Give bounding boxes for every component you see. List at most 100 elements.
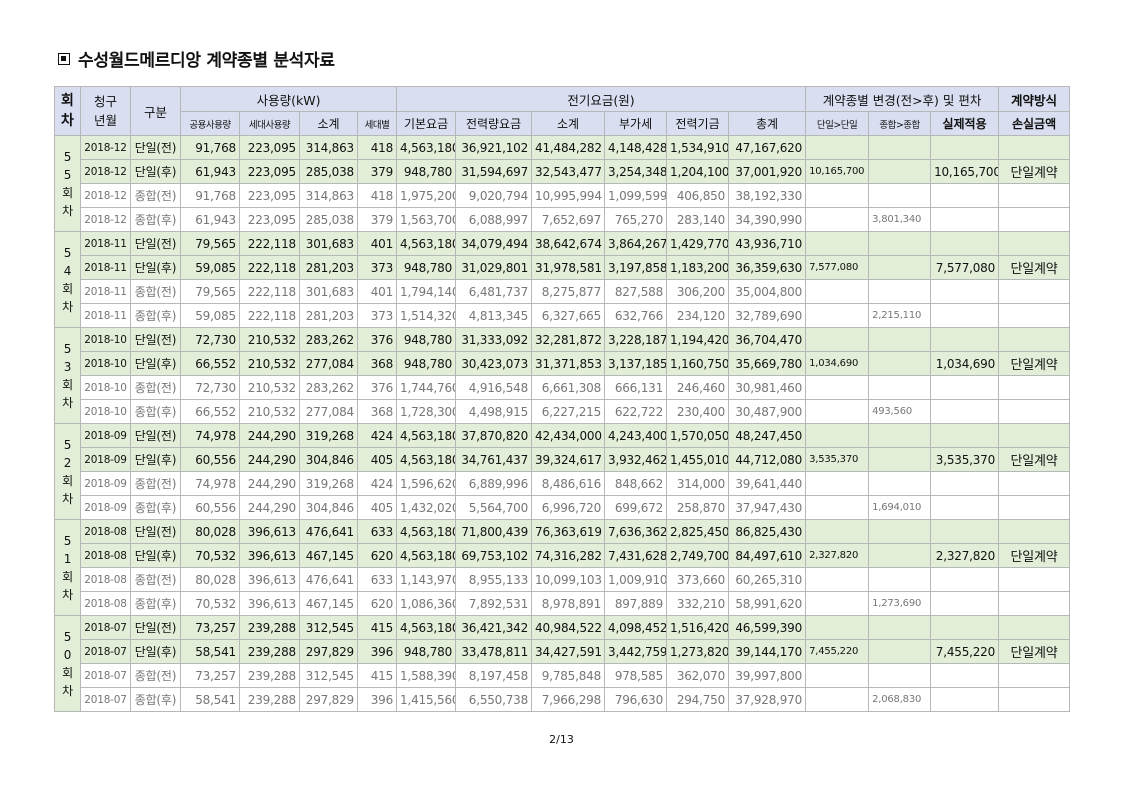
usage-subtotal: 281,203 (299, 303, 358, 328)
common-usage: 80,028 (180, 567, 240, 592)
page-number: 2/13 (549, 733, 574, 746)
contract-method (998, 567, 1071, 592)
billing-month: 2018-10 (80, 399, 131, 424)
basic-fee: 1,563,700 (396, 207, 457, 232)
contract-method: 단일계약 (998, 639, 1071, 664)
header-method: 계약방식 (998, 86, 1071, 112)
table-row: 2018-08 종합(전) 80,028 396,613 476,641 633… (55, 567, 1071, 592)
vat: 7,636,362 (604, 519, 668, 544)
per-household: 376 (356, 375, 398, 400)
single-single (805, 135, 870, 160)
energy-fee: 6,481,737 (455, 279, 533, 304)
single-single (805, 495, 870, 520)
energy-fee: 71,800,439 (455, 519, 533, 544)
category-cell: 종합(전) (130, 279, 181, 304)
vat: 3,197,858 (604, 255, 668, 280)
table-row: 5 3 회 차 2018-10 단일(전) 72,730 210,532 283… (54, 327, 1071, 424)
vat: 699,672 (604, 495, 668, 520)
billing-month: 2018-11 (80, 231, 131, 256)
round-cell: 5 2 회 차 (54, 423, 81, 520)
household-usage: 396,613 (239, 591, 300, 616)
power-fund: 294,750 (666, 687, 730, 712)
household-usage: 239,288 (239, 687, 300, 712)
total: 37,928,970 (728, 687, 807, 712)
fee-subtotal: 8,275,877 (531, 279, 606, 304)
combined-combined (868, 663, 932, 688)
per-household: 373 (356, 303, 398, 328)
header-common-usage: 공용사용량 (180, 111, 240, 136)
header-power-fund: 전력기금 (666, 111, 730, 136)
contract-method (998, 303, 1071, 328)
table-row: 2018-09 종합(전) 74,978 244,290 319,268 424… (55, 471, 1071, 496)
header-loss-amount: 손실금액 (998, 111, 1071, 136)
total: 32,789,690 (728, 303, 807, 328)
total: 84,497,610 (728, 543, 807, 568)
usage-subtotal: 281,203 (299, 255, 358, 280)
usage-subtotal: 319,268 (299, 423, 358, 448)
household-usage: 223,095 (239, 183, 300, 208)
category-cell: 종합(후) (130, 399, 181, 424)
billing-month: 2018-11 (80, 303, 131, 328)
single-single (805, 399, 870, 424)
billing-month: 2018-10 (80, 327, 131, 352)
energy-fee: 9,020,794 (455, 183, 533, 208)
per-household: 415 (356, 663, 398, 688)
single-single (805, 687, 870, 712)
single-single (805, 471, 870, 496)
energy-fee: 4,916,548 (455, 375, 533, 400)
table-row: 2018-10 종합(전) 72,730 210,532 283,262 376… (55, 375, 1071, 400)
household-usage: 222,118 (239, 231, 300, 256)
basic-fee: 4,563,180 (396, 543, 457, 568)
billing-month: 2018-11 (80, 255, 131, 280)
fee-subtotal: 42,434,000 (531, 423, 606, 448)
billing-month: 2018-12 (80, 135, 131, 160)
header-total: 총계 (728, 111, 807, 136)
basic-fee: 4,563,180 (396, 615, 457, 640)
header-round: 회 차 (54, 86, 81, 136)
contract-method (998, 279, 1071, 304)
vat: 827,588 (604, 279, 668, 304)
common-usage: 58,541 (180, 687, 240, 712)
category-cell: 종합(후) (130, 303, 181, 328)
household-usage: 222,118 (239, 255, 300, 280)
actual-applied: 7,577,080 (930, 255, 1000, 280)
power-fund: 306,200 (666, 279, 730, 304)
common-usage: 91,768 (180, 135, 240, 160)
category-cell: 종합(후) (130, 495, 181, 520)
combined-combined: 2,068,830 (868, 687, 932, 712)
power-fund: 314,000 (666, 471, 730, 496)
actual-applied: 10,165,700 (930, 159, 1000, 184)
billing-month: 2018-09 (80, 471, 131, 496)
common-usage: 91,768 (180, 183, 240, 208)
actual-applied (930, 567, 1000, 592)
household-usage: 239,288 (239, 663, 300, 688)
single-single (805, 423, 870, 448)
usage-subtotal: 319,268 (299, 471, 358, 496)
header-actual-applied: 실제적용 (930, 111, 1000, 136)
fee-subtotal: 6,227,215 (531, 399, 606, 424)
total: 60,265,310 (728, 567, 807, 592)
basic-fee: 1,514,320 (396, 303, 457, 328)
single-single: 7,577,080 (805, 255, 870, 280)
household-usage: 239,288 (239, 639, 300, 664)
energy-fee: 8,197,458 (455, 663, 533, 688)
billing-month: 2018-10 (80, 375, 131, 400)
usage-subtotal: 312,545 (299, 663, 358, 688)
category-cell: 단일(후) (130, 255, 181, 280)
usage-subtotal: 283,262 (299, 375, 358, 400)
vat: 1,099,599 (604, 183, 668, 208)
contract-method (998, 519, 1071, 544)
actual-applied: 2,327,820 (930, 543, 1000, 568)
fee-subtotal: 6,996,720 (531, 495, 606, 520)
table-row: 5 2 회 차 2018-09 단일(전) 74,978 244,290 319… (54, 423, 1071, 520)
contract-method (998, 327, 1071, 352)
header-vat: 부가세 (604, 111, 668, 136)
total: 35,669,780 (728, 351, 807, 376)
common-usage: 73,257 (180, 615, 240, 640)
basic-fee: 948,780 (396, 639, 457, 664)
contract-method (998, 663, 1071, 688)
header-per-household: 세대별 (356, 111, 398, 136)
round-cell: 5 4 회 차 (54, 231, 81, 328)
total: 38,192,330 (728, 183, 807, 208)
actual-applied (930, 231, 1000, 256)
